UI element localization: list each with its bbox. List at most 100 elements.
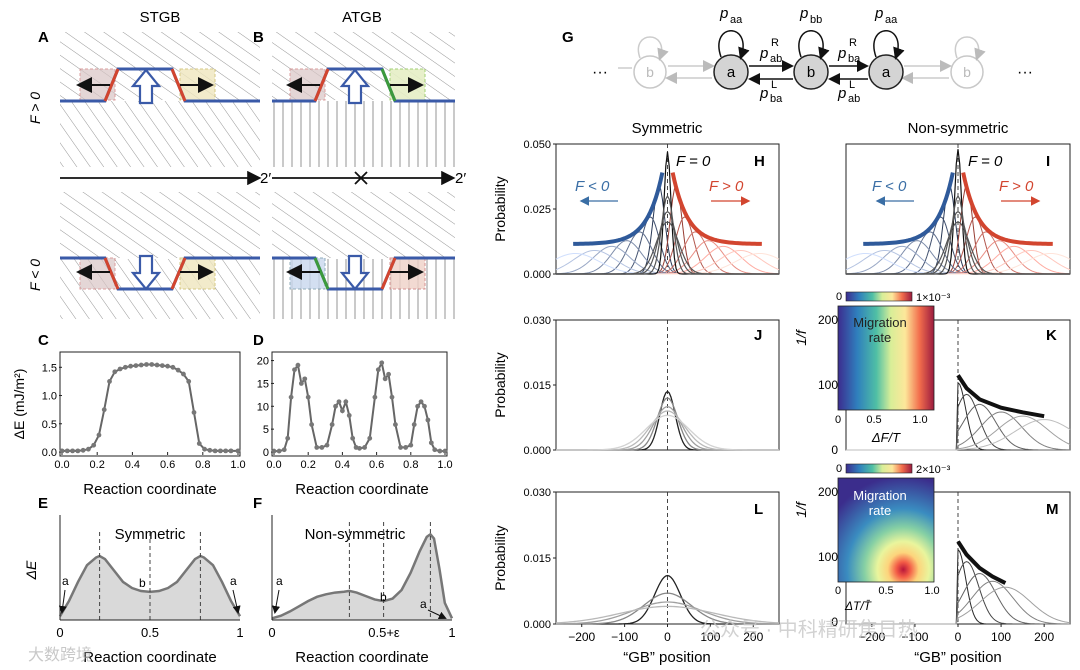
xtick-label: −100 xyxy=(901,630,928,644)
hatch-upper-bottom-a xyxy=(60,192,260,258)
hatch-lower-top-a xyxy=(60,101,260,167)
shade-right-bottom-b xyxy=(389,257,426,290)
spread-curve xyxy=(555,605,780,624)
ytick-d: 5 xyxy=(263,424,269,436)
data-point-c xyxy=(218,448,223,454)
label-p-ab-l-sub: ab xyxy=(848,93,860,105)
blocked-cross-icon xyxy=(354,171,368,185)
xtick-label: −200 xyxy=(858,630,885,644)
gb-line-top-a xyxy=(60,67,260,103)
data-point-c xyxy=(117,366,123,372)
energy-curve-f xyxy=(271,532,454,620)
data-point-c xyxy=(64,448,70,454)
colorbar-max-k: 1×10⁻³ xyxy=(916,292,951,304)
spread-curve xyxy=(555,601,780,625)
data-point-c xyxy=(228,448,234,454)
panel-letter-g: G xyxy=(562,29,574,46)
label-p-aa-left-p: p xyxy=(719,5,728,22)
ytick-label: 0.000 xyxy=(523,445,551,457)
selfloop-a-right xyxy=(873,30,905,60)
heatmap-xtick-m-0: 0 xyxy=(835,585,841,597)
label-p-ab-r-sub: ab xyxy=(770,53,782,65)
selfloop-a-left xyxy=(718,30,750,60)
data-point-d xyxy=(428,440,434,446)
spread-curve xyxy=(555,592,780,625)
data-point-c xyxy=(212,448,218,454)
xticks-m: −200 −100 0 100 200 xyxy=(858,624,1054,644)
down-arrow-bottom-a xyxy=(130,254,162,291)
data-point-c xyxy=(235,448,241,454)
label-p-bb-sub: bb xyxy=(810,14,822,26)
xlabel-e: Reaction coordinate xyxy=(83,649,216,666)
data-point-d xyxy=(295,362,301,368)
label-f0-i: F = 0 xyxy=(968,153,1003,170)
data-point-c xyxy=(112,369,118,375)
xtick-c: 0.4 xyxy=(125,459,140,471)
ytick-d: 20 xyxy=(257,356,269,368)
label-p-ba-r-sup: R xyxy=(849,37,857,49)
plot-i xyxy=(845,144,1071,275)
data-point-d xyxy=(302,376,308,382)
xtick-d: 0.0 xyxy=(266,459,281,471)
ytick-label: 0.030 xyxy=(523,315,551,327)
panel-letter-i: I xyxy=(1046,153,1050,170)
data-point-d xyxy=(442,448,448,454)
data-point-c xyxy=(186,379,192,384)
xtick-label: 0 xyxy=(955,630,962,644)
panel-letter-l: L xyxy=(754,501,763,518)
panel-k: 1/f 0 100 200 K 0 1×10⁻³ Migration rate … xyxy=(793,291,1071,457)
label-f0-h: F = 0 xyxy=(676,153,711,170)
heatmap-xtick-k-0: 0 xyxy=(835,414,841,426)
panel-letter-k: K xyxy=(1046,327,1057,344)
ylabel-h: Probability xyxy=(492,176,508,241)
label-p-ba-r: p ba R xyxy=(837,37,861,65)
panel-letter-h: H xyxy=(754,153,765,170)
arrow-label-2prime-a: 2′ xyxy=(260,170,271,187)
area-fill-f xyxy=(272,534,452,620)
panel-letter-b: B xyxy=(253,29,264,46)
ticks-d: 0.0 0.2 0.4 0.6 0.8 1.0 0 5 10 15 20 xyxy=(257,356,453,471)
envelope-curve xyxy=(956,540,1007,585)
ytick-m-2: 200 xyxy=(818,485,838,499)
plot-h xyxy=(555,144,780,275)
data-point-d xyxy=(367,435,373,441)
point-b-f: b xyxy=(380,590,387,604)
data-point-d xyxy=(288,394,294,400)
colorbar-m xyxy=(845,463,913,474)
label-p-ab-l-p: p xyxy=(837,85,846,102)
data-point-d xyxy=(298,381,304,386)
plot-l xyxy=(555,492,780,625)
xticks-l: −200 −100 0 100 200 xyxy=(568,624,764,644)
xtick-d: 0.8 xyxy=(403,459,418,471)
data-point-c xyxy=(175,367,181,373)
xtick-c: 0.6 xyxy=(160,459,175,471)
up-arrow-top-b xyxy=(339,68,371,105)
xtick-label: 0 xyxy=(664,630,671,644)
heatmap-title1-m: Migration xyxy=(853,488,906,503)
xtick-label: 200 xyxy=(743,630,763,644)
label-p-aa-right-sub: aa xyxy=(885,14,898,26)
point-b-e: b xyxy=(139,576,146,590)
data-point-d xyxy=(379,360,385,366)
plot-d xyxy=(271,359,448,454)
plot-k xyxy=(846,320,1071,451)
xtick-label: 200 xyxy=(1034,630,1054,644)
colorbar-min-k: 0 xyxy=(836,291,842,303)
label-p-bb-p: p xyxy=(799,5,808,22)
data-point-d xyxy=(398,445,403,450)
heatmap-title1-k: Migration xyxy=(853,315,906,330)
dist-center xyxy=(556,151,779,275)
label-p-ab-l-sup: L xyxy=(849,79,855,91)
row-label-fneg: F < 0 xyxy=(27,259,43,291)
shade-left-bottom-b xyxy=(289,257,326,290)
data-point-d xyxy=(357,445,362,451)
series-line-c xyxy=(62,363,238,452)
ytick-c: 1.0 xyxy=(42,391,57,403)
label-p-aa-left: p aa xyxy=(719,5,743,26)
label-p-ba-r-sub: ba xyxy=(848,53,861,65)
step-left-bottom-b xyxy=(313,257,330,290)
envelope-curve xyxy=(956,374,1045,419)
data-point-d xyxy=(415,403,421,409)
shade-right-bottom-a xyxy=(179,257,216,290)
state-node-faded-right xyxy=(950,55,984,89)
